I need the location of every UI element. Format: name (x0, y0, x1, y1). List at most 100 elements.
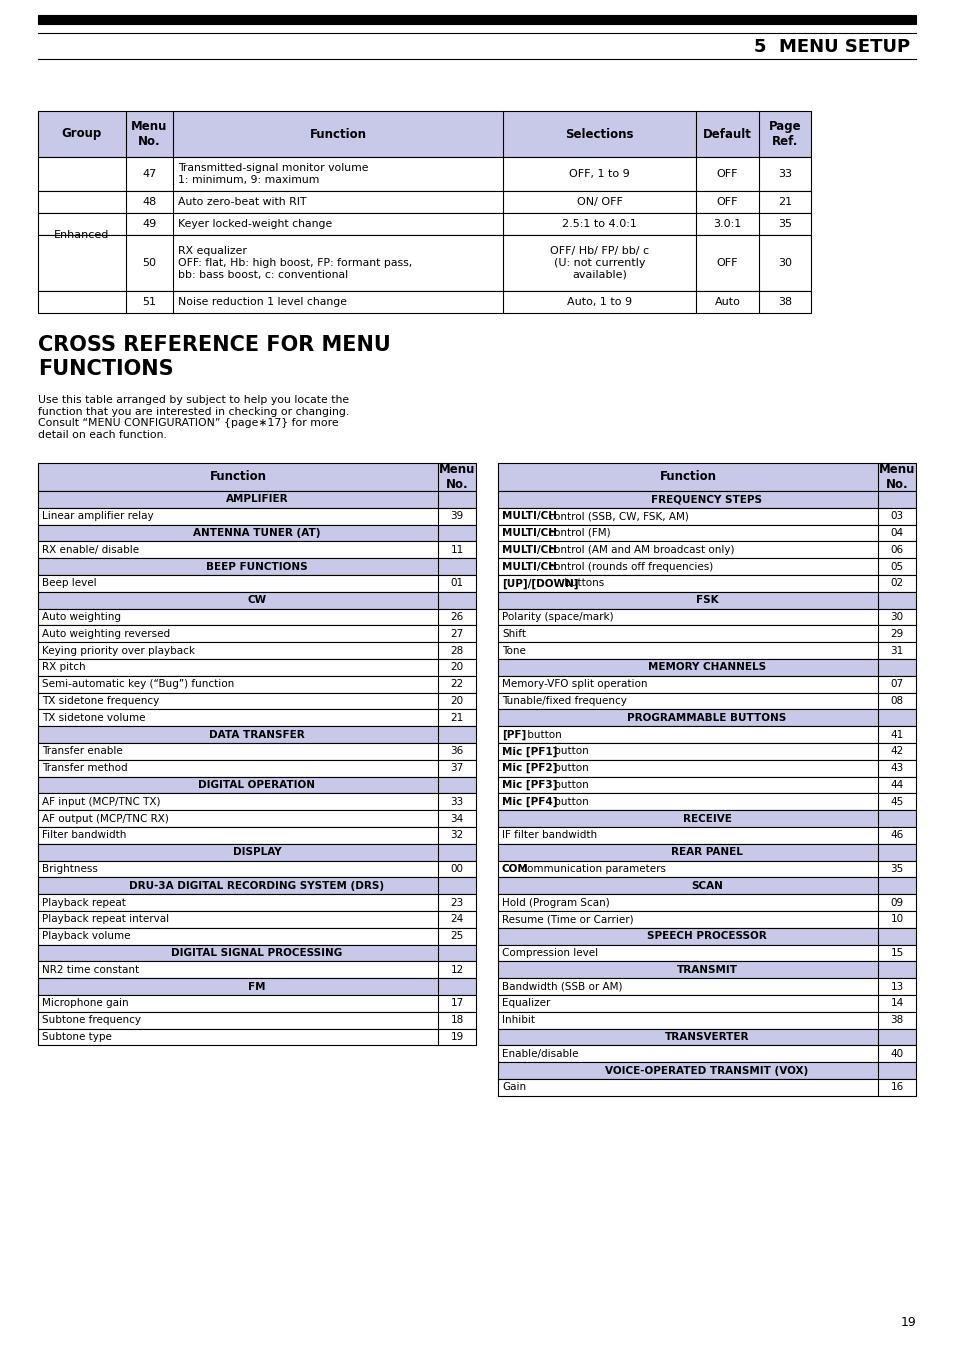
Text: 10: 10 (889, 915, 902, 924)
Text: 23: 23 (450, 897, 463, 908)
Text: Subtone type: Subtone type (42, 1032, 112, 1042)
Bar (497, 777, 915, 793)
Text: control (SSB, CW, FSK, AM): control (SSB, CW, FSK, AM) (544, 511, 688, 521)
Bar (38, 962, 476, 978)
Text: 09: 09 (889, 897, 902, 908)
Text: 46: 46 (889, 831, 902, 840)
Text: MULTI/CH: MULTI/CH (501, 562, 557, 571)
Bar (497, 911, 915, 928)
Bar (38, 558, 476, 576)
Text: OFF: OFF (716, 258, 738, 267)
Text: Equalizer: Equalizer (501, 998, 550, 1008)
Text: 41: 41 (889, 730, 902, 739)
Text: 48: 48 (142, 197, 156, 207)
Text: SPEECH PROCESSOR: SPEECH PROCESSOR (646, 931, 766, 942)
Text: 20: 20 (450, 696, 463, 707)
Text: RX enable/ disable: RX enable/ disable (42, 544, 139, 555)
Bar (38, 642, 476, 659)
Bar (38, 894, 476, 911)
Text: AMPLIFIER: AMPLIFIER (226, 494, 288, 504)
Bar (38, 727, 476, 743)
Text: Keying priority over playback: Keying priority over playback (42, 646, 194, 655)
Text: Hold (Program Scan): Hold (Program Scan) (501, 897, 609, 908)
Text: ON/ OFF: ON/ OFF (576, 197, 621, 207)
Bar (38, 709, 476, 727)
Text: 50: 50 (142, 258, 156, 267)
Bar (38, 659, 476, 676)
Text: 33: 33 (778, 169, 791, 178)
Text: 42: 42 (889, 746, 902, 757)
Bar (497, 524, 915, 542)
Text: 02: 02 (889, 578, 902, 589)
Text: Resume (Time or Carrier): Resume (Time or Carrier) (501, 915, 633, 924)
Text: Transmitted-signal monitor volume
1: minimum, 9: maximum: Transmitted-signal monitor volume 1: min… (178, 163, 368, 185)
Bar (497, 743, 915, 759)
Text: Transfer enable: Transfer enable (42, 746, 123, 757)
Text: 17: 17 (450, 998, 463, 1008)
Text: MULTI/CH: MULTI/CH (501, 544, 557, 555)
Text: 51: 51 (142, 297, 156, 307)
Text: Keyer locked-weight change: Keyer locked-weight change (178, 219, 332, 230)
Text: FM: FM (248, 982, 266, 992)
Bar (38, 592, 476, 608)
Text: Polarity (space/mark): Polarity (space/mark) (501, 612, 613, 621)
Text: button: button (550, 797, 588, 807)
Bar (38, 827, 476, 844)
Bar (497, 928, 915, 944)
Bar (497, 1028, 915, 1046)
Bar (497, 1012, 915, 1028)
Text: Auto weighting reversed: Auto weighting reversed (42, 628, 170, 639)
Text: 33: 33 (450, 797, 463, 807)
Text: Mic [PF2]: Mic [PF2] (501, 763, 557, 773)
Text: Transfer method: Transfer method (42, 763, 128, 773)
Text: Linear amplifier relay: Linear amplifier relay (42, 511, 153, 521)
Text: RX equalizer
OFF: flat, Hb: high boost, FP: formant pass,
bb: bass boost, c: con: RX equalizer OFF: flat, Hb: high boost, … (178, 246, 412, 280)
Text: 18: 18 (450, 1015, 463, 1025)
Bar (38, 911, 476, 928)
Text: NR2 time constant: NR2 time constant (42, 965, 139, 975)
Text: Menu
No.: Menu No. (878, 463, 914, 490)
Text: 3.0:1: 3.0:1 (713, 219, 740, 230)
Text: 12: 12 (450, 965, 463, 975)
Text: MULTI/CH: MULTI/CH (501, 528, 557, 538)
Bar (38, 15, 915, 24)
Text: Default: Default (702, 127, 751, 141)
Text: Inhibit: Inhibit (501, 1015, 535, 1025)
Text: Group: Group (62, 127, 102, 141)
Bar (38, 576, 476, 592)
Text: VOICE-OPERATED TRANSMIT (VOX): VOICE-OPERATED TRANSMIT (VOX) (605, 1066, 808, 1075)
Text: 34: 34 (450, 813, 463, 824)
Text: Brightness: Brightness (42, 865, 98, 874)
Bar (38, 542, 476, 558)
Text: 35: 35 (889, 865, 902, 874)
Text: OFF, 1 to 9: OFF, 1 to 9 (569, 169, 629, 178)
Text: communication parameters: communication parameters (517, 865, 665, 874)
Bar (38, 861, 476, 877)
Text: [PF]: [PF] (501, 730, 526, 740)
Bar (497, 811, 915, 827)
Text: DATA TRANSFER: DATA TRANSFER (209, 730, 305, 739)
Bar (497, 1062, 915, 1079)
Text: 19: 19 (900, 1316, 915, 1329)
Bar (497, 542, 915, 558)
Text: 38: 38 (889, 1015, 902, 1025)
Text: 39: 39 (450, 511, 463, 521)
Text: BEEP FUNCTIONS: BEEP FUNCTIONS (206, 562, 308, 571)
Text: Enable/disable: Enable/disable (501, 1048, 578, 1059)
Text: 38: 38 (777, 297, 791, 307)
Bar (38, 190, 810, 213)
Text: 24: 24 (450, 915, 463, 924)
Text: FSK: FSK (695, 596, 718, 605)
Text: 35: 35 (778, 219, 791, 230)
Text: 45: 45 (889, 797, 902, 807)
Text: 07: 07 (889, 680, 902, 689)
Text: OFF: OFF (716, 169, 738, 178)
Bar (38, 759, 476, 777)
Bar (497, 1079, 915, 1096)
Text: Playback repeat: Playback repeat (42, 897, 126, 908)
Text: 11: 11 (450, 544, 463, 555)
Text: 30: 30 (889, 612, 902, 621)
Bar (497, 1046, 915, 1062)
Bar (497, 659, 915, 676)
Text: 21: 21 (777, 197, 791, 207)
